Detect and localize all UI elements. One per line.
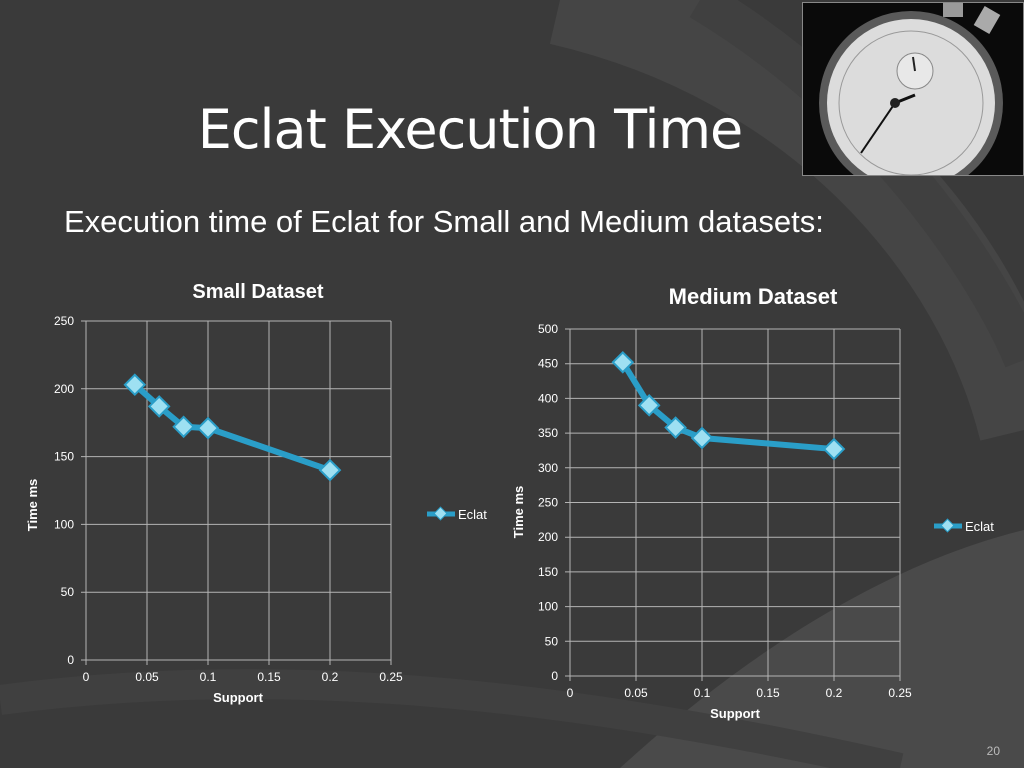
medium-x-tick-label: 0.15 [756, 686, 780, 700]
small-data-point [172, 415, 195, 439]
medium-y-tick-label: 100 [538, 600, 558, 614]
medium-chart-y-axis-label: Time ms [511, 486, 526, 539]
medium-y-tick-label: 400 [538, 391, 558, 405]
medium-y-tick-label: 250 [538, 496, 558, 510]
medium-y-tick-label: 350 [538, 426, 558, 440]
small-data-point [147, 395, 171, 418]
small-x-tick-label: 0.25 [379, 670, 403, 684]
small-eclat-markers [123, 373, 342, 482]
medium-x-tick-label: 0.1 [694, 686, 711, 700]
medium-data-point [822, 437, 846, 461]
stopwatch-image [802, 2, 1024, 176]
small-data-point [318, 458, 342, 482]
medium-y-tick-label: 300 [538, 461, 558, 475]
slide-subtitle: Execution time of Eclat for Small and Me… [64, 204, 824, 239]
medium-legend-marker [940, 518, 955, 533]
small-y-tick-label: 50 [61, 585, 75, 599]
small-y-tick-label: 150 [54, 450, 74, 464]
small-data-point [123, 373, 147, 397]
medium-y-tick-label: 450 [538, 357, 558, 371]
small-y-tick-label: 0 [67, 653, 74, 667]
small-x-tick-label: 0.05 [135, 670, 159, 684]
small-chart-title: Small Dataset [192, 281, 324, 303]
small-legend-marker [433, 506, 448, 521]
small-chart-y-tick-labels: 0 50 100 150 200 250 [54, 314, 74, 667]
medium-y-tick-label: 200 [538, 530, 558, 544]
small-legend-label: Eclat [458, 507, 487, 522]
medium-chart-gridlines [565, 328, 901, 681]
medium-x-tick-label: 0.2 [826, 686, 843, 700]
small-x-tick-label: 0.15 [257, 670, 281, 684]
small-y-tick-label: 100 [54, 517, 74, 531]
small-chart-legend: Eclat [427, 506, 487, 522]
small-chart-x-tick-labels: 0 0.05 0.1 0.15 0.2 0.25 [83, 670, 403, 684]
medium-chart-x-tick-labels: 0 0.05 0.1 0.15 0.2 0.25 [567, 686, 912, 700]
small-data-point [196, 416, 220, 440]
slide-number: 20 [986, 744, 1000, 758]
medium-legend-label: Eclat [965, 519, 994, 534]
small-y-tick-label: 200 [54, 382, 74, 396]
medium-chart-title: Medium Dataset [669, 284, 838, 309]
medium-chart-y-tick-labels: 0 50 100 150 200 250 300 350 400 450 500 [538, 322, 558, 683]
small-chart-y-axis-label: Time ms [25, 479, 40, 532]
medium-data-point [611, 350, 635, 374]
medium-y-tick-label: 0 [551, 669, 558, 683]
medium-y-tick-label: 50 [545, 634, 559, 648]
medium-chart-x-axis-label: Support [710, 706, 760, 721]
medium-chart-legend: Eclat [934, 518, 994, 534]
small-x-tick-label: 0 [83, 670, 90, 684]
small-chart-gridlines [81, 320, 392, 665]
small-y-tick-label: 250 [54, 314, 74, 328]
small-chart-x-axis-label: Support [213, 690, 263, 705]
medium-x-tick-label: 0.25 [888, 686, 912, 700]
medium-data-point [664, 416, 687, 439]
medium-x-tick-label: 0 [567, 686, 574, 700]
medium-data-point [690, 426, 714, 450]
medium-y-tick-label: 150 [538, 565, 558, 579]
small-dataset-chart: Small Dataset 0 50 100 150 200 250 0 0.05 0.1 0.… [25, 281, 487, 705]
medium-eclat-markers [611, 350, 846, 461]
medium-x-tick-label: 0.05 [624, 686, 648, 700]
medium-data-point [637, 394, 661, 417]
medium-y-tick-label: 500 [538, 322, 558, 336]
small-x-tick-label: 0.2 [322, 670, 339, 684]
slide-title: Eclat Execution Time [197, 98, 744, 162]
small-x-tick-label: 0.1 [200, 670, 217, 684]
